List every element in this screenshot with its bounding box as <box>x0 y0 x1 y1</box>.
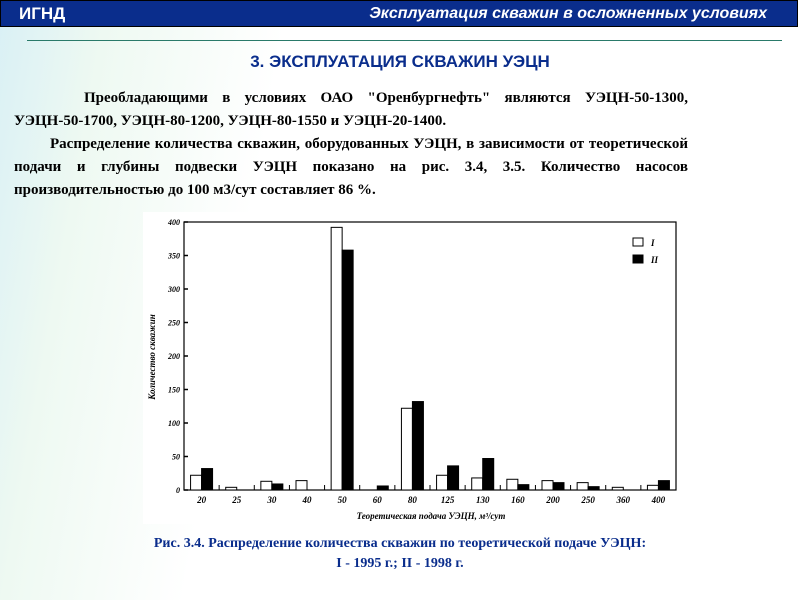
y-tick-label: 0 <box>176 486 180 495</box>
y-axis-label: Количество скважин <box>147 314 157 401</box>
bar-I-30 <box>260 480 273 491</box>
bar-chart: Количество скважин Теоретическая подача … <box>147 218 677 521</box>
bar-II-400 <box>657 480 670 491</box>
y-tick-label: 150 <box>168 386 180 395</box>
figure-caption-line1: Рис. 3.4. Распределение количества скваж… <box>153 536 647 551</box>
x-tick-label: 400 <box>651 495 666 505</box>
bar-I-250 <box>576 482 589 491</box>
bar-I-20 <box>190 474 203 491</box>
paragraph-2: Распределение количества скважин, оборуд… <box>14 136 688 198</box>
divider <box>27 40 782 41</box>
figure-caption-line2: I - 1995 г.; II - 1998 г. <box>336 556 464 571</box>
x-tick-label: 200 <box>545 495 560 505</box>
bar-II-80 <box>411 401 424 491</box>
chart-panel: Количество скважин Теоретическая подача … <box>143 212 683 524</box>
bar-II-125 <box>447 465 460 491</box>
bar-I-160 <box>506 478 519 491</box>
bar-II-50 <box>341 249 354 491</box>
bar-I-130 <box>471 477 484 491</box>
x-tick-label: 30 <box>266 495 277 505</box>
x-tick-label: 130 <box>476 495 490 505</box>
x-tick-label: 25 <box>231 495 242 505</box>
bar-II-60 <box>376 485 389 491</box>
x-tick-label: 60 <box>373 495 383 505</box>
bar-II-200 <box>552 482 565 491</box>
plot-frame <box>183 221 677 491</box>
x-tick-label: 20 <box>196 495 207 505</box>
y-tick-label: 400 <box>167 218 180 227</box>
legend-label-II: II <box>650 255 659 265</box>
x-tick-label: 40 <box>302 495 313 505</box>
legend-swatch-II <box>632 254 644 264</box>
legend-label-I: I <box>650 238 655 248</box>
bar-I-25 <box>225 486 238 491</box>
bar-I-360 <box>611 486 624 491</box>
page-title: 3. ЭКСПЛУАТАЦИЯ СКВАЖИН УЭЦН <box>250 52 550 71</box>
bar-I-125 <box>436 474 449 491</box>
bar-I-40 <box>295 480 308 491</box>
header-topic: Эксплуатация скважин в осложненных услов… <box>369 5 767 22</box>
y-tick-label: 200 <box>167 352 180 361</box>
header-bar: ИГНД Эксплуатация скважин в осложненных … <box>0 0 798 27</box>
x-tick-label: 250 <box>580 495 595 505</box>
y-tick-label: 300 <box>167 285 180 294</box>
bar-I-80 <box>400 407 413 491</box>
x-tick-label: 360 <box>616 495 631 505</box>
x-tick-label: 160 <box>511 495 525 505</box>
bar-II-160 <box>517 484 530 491</box>
y-tick-label: 250 <box>167 319 180 328</box>
bar-I-50 <box>330 226 343 491</box>
bar-I-200 <box>541 480 554 491</box>
x-tick-label: 125 <box>441 495 455 505</box>
bar-II-250 <box>587 486 600 491</box>
y-tick-label: 50 <box>172 453 180 462</box>
bar-II-130 <box>482 458 495 491</box>
paragraph-1: Преобладающими в условиях ОАО "Оренбургн… <box>14 90 688 129</box>
x-tick-label: 50 <box>338 495 348 505</box>
y-tick-label: 350 <box>167 252 180 261</box>
header-org: ИГНД <box>19 4 66 23</box>
x-axis-label: Теоретическая подача УЭЦН, м³/сут <box>357 511 506 521</box>
x-tick-label: 80 <box>408 495 418 505</box>
bar-II-30 <box>271 483 284 491</box>
legend-swatch-I <box>632 237 644 247</box>
bar-II-20 <box>201 468 214 491</box>
bar-I-400 <box>646 484 659 491</box>
y-tick-label: 100 <box>168 419 180 428</box>
